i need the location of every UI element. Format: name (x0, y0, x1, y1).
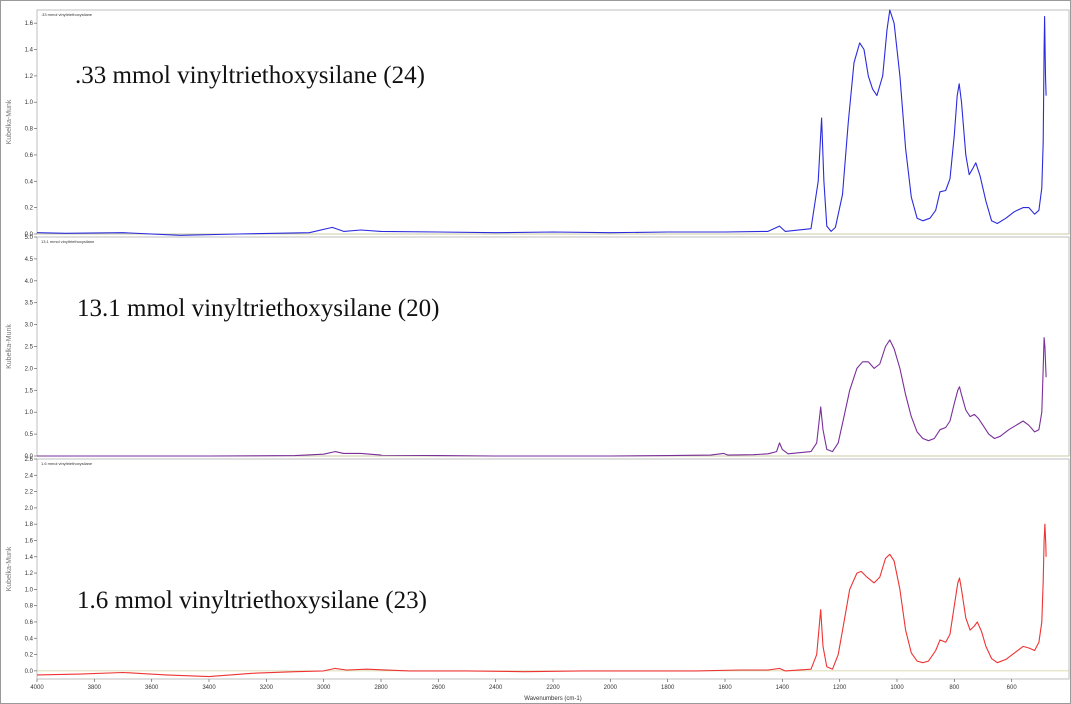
y-tick-label: 0.8 (25, 127, 34, 133)
spectrum-line (36, 523, 1047, 678)
x-tick-label: 4000 (30, 685, 44, 691)
sample-annotation: .33 mmol vinyltriethoxysilane (24) (75, 62, 425, 89)
y-tick-label: 1.8 (25, 522, 34, 528)
x-tick-label: 1400 (776, 685, 790, 691)
plot-area (36, 458, 1070, 680)
spectrum-panel-2: 0.0 0.5 1.0 1.5 2.0 2.5 3.0 3.5 4.0 4.5 5.0 Kubelka… (6, 235, 1070, 460)
y-tick-label: 1.4 (25, 48, 34, 54)
x-tick-label: 2600 (432, 685, 446, 691)
y-tick-label: 0.5 (25, 432, 34, 438)
y-tick-label: 1.6 (25, 21, 34, 27)
plot-area (36, 236, 1070, 457)
y-tick-label: 0.6 (25, 153, 34, 159)
y-tick-label: 0.6 (25, 620, 34, 626)
x-tick-label: 1600 (718, 685, 732, 691)
y-tick-label: 0.0 (25, 669, 34, 675)
panel-small-title: 1.6 mmol vinyltriethoxysilane (41, 461, 93, 466)
y-axis-label: Kubelka-Munk (6, 546, 13, 591)
y-tick-label: 0.4 (25, 636, 34, 642)
y-tick-label: 1.2 (25, 571, 34, 577)
y-tick-label: 1.2 (25, 74, 34, 80)
y-tick-label: 4.5 (25, 257, 34, 263)
x-tick-label: 1000 (890, 685, 904, 691)
y-tick-label: 2.0 (25, 506, 34, 512)
x-axis: 4000 3800 3600 3400 3200 3000 2800 2600 2400 2200… (30, 679, 1017, 702)
x-tick-label: 3800 (88, 685, 102, 691)
panel-small-title: 13.1 mmol vinyltriethoxysilane (41, 239, 95, 244)
x-tick-label: 2400 (489, 685, 503, 691)
y-tick-label: 1.4 (25, 555, 34, 561)
panel-small-title: .33 mmol vinyltriethoxysilane (41, 12, 93, 17)
y-tick-label: 0.0 (25, 232, 34, 238)
spectrum-panel-3: 0.0 0.2 0.4 0.6 0.8 1.0 1.2 1.4 1.6 1.8 2.0 2.2 2.4 2… (6, 457, 1070, 680)
x-tick-label: 2000 (604, 685, 618, 691)
x-tick-label: 800 (949, 685, 960, 691)
x-tick-label: 3400 (202, 685, 216, 691)
sample-annotation: 13.1 mmol vinyltriethoxysilane (20) (77, 295, 439, 322)
sample-annotation: 1.6 mmol vinyltriethoxysilane (23) (77, 587, 427, 614)
x-tick-label: 1800 (661, 685, 675, 691)
y-tick-label: 2.5 (25, 345, 34, 351)
y-tick-label: 2.4 (25, 473, 34, 479)
y-tick-label: 3.5 (25, 301, 34, 307)
plot-area (36, 9, 1070, 235)
x-tick-label: 1200 (833, 685, 847, 691)
y-axis-label: Kubelka-Munk (6, 99, 13, 144)
y-tick-label: 4.0 (25, 279, 34, 285)
y-tick-label: 0.8 (25, 604, 34, 610)
y-tick-label: 1.0 (25, 587, 34, 593)
y-tick-label: 1.0 (25, 100, 34, 106)
x-tick-label: 2200 (546, 685, 560, 691)
y-tick-label: 2.0 (25, 366, 34, 372)
spectrum-line (37, 337, 1047, 457)
y-tick-label: 1.5 (25, 388, 34, 394)
spectrum-panel-1: 0.0 0.2 0.4 0.6 0.8 1.0 1.2 1.4 1.6 Kubelka-Munk.… (6, 9, 1070, 238)
x-tick-label: 3200 (260, 685, 274, 691)
y-tick-label: 5.0 (25, 235, 34, 241)
y-tick-label: 2.2 (25, 490, 34, 496)
x-tick-label: 2800 (374, 685, 388, 691)
y-tick-label: 1.6 (25, 538, 34, 544)
x-tick-label: 3600 (145, 685, 159, 691)
y-tick-label: 0.2 (25, 653, 34, 659)
x-tick-label: 600 (1007, 685, 1018, 691)
spectrum-line (36, 9, 1047, 236)
y-tick-label: 2.6 (25, 457, 34, 463)
y-tick-label: 0.2 (25, 206, 34, 212)
y-tick-label: 1.0 (25, 410, 34, 416)
y-tick-label: 0.4 (25, 179, 34, 185)
y-tick-label: 3.0 (25, 323, 34, 329)
x-tick-label: 3000 (317, 685, 331, 691)
y-axis-label: Kubelka-Munk (6, 324, 13, 369)
x-axis-label: Wavenumbers (cm-1) (524, 696, 581, 702)
y-tick-label: 0.0 (25, 454, 34, 460)
